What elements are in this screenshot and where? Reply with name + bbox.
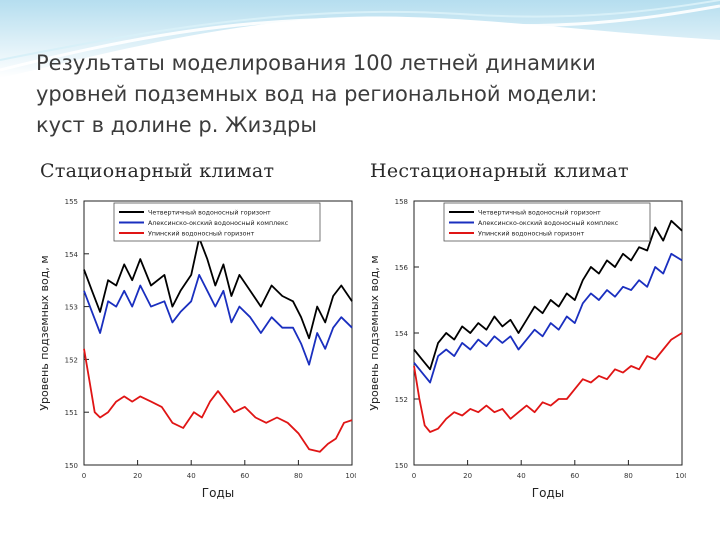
series-line — [413, 219, 683, 371]
x-axis-label: Годы — [202, 486, 234, 500]
x-tick-label: 100 — [345, 472, 356, 480]
x-tick-label: 0 — [82, 472, 86, 480]
legend-entry: Упинский водоносный горизонт — [148, 230, 255, 238]
series-line — [83, 237, 353, 340]
series-line — [83, 274, 353, 366]
x-tick-label: 0 — [412, 472, 416, 480]
subtitle-nonstationary-climate: Нестационарный климат — [370, 160, 629, 182]
x-tick-label: 40 — [187, 472, 196, 480]
legend-box — [113, 202, 321, 242]
x-axis-label: Годы — [532, 486, 564, 500]
wave-line — [0, 4, 720, 72]
slide-title: Результаты моделирования 100 летней дина… — [36, 48, 696, 141]
series-line — [413, 252, 683, 384]
chart-panel-stationary: 0 20 40 60 80 100 150 151 152 153 154 155 Годы Уровен… — [36, 195, 356, 500]
wave-line — [0, 0, 720, 61]
x-tick-label: 100 — [675, 472, 686, 480]
y-tick-label: 155 — [65, 198, 78, 206]
y-tick-label: 158 — [395, 198, 408, 206]
y-tick-label: 152 — [65, 356, 78, 364]
subtitle-stationary-climate: Стационарный климат — [40, 160, 275, 182]
x-tick-label: 80 — [294, 472, 303, 480]
legend-entry: Четвертичный водоносный горизонт — [478, 209, 601, 217]
x-tick-label: 60 — [240, 472, 249, 480]
y-axis-label: Уровень подземных вод, м — [368, 255, 381, 410]
x-tick-label: 60 — [570, 472, 579, 480]
y-tick-label: 156 — [395, 264, 409, 272]
title-line: уровней подземных вод на региональной мо… — [36, 82, 598, 106]
legend-entry: Алексинско-окский водоносный комплекс — [148, 219, 289, 227]
y-tick-label: 154 — [395, 330, 409, 338]
chart-panel-nonstationary: 0 20 40 60 80 100 150 152 154 156 158 Годы Уровень п… — [366, 195, 686, 500]
y-tick-label: 150 — [395, 462, 408, 470]
y-tick-label: 153 — [65, 304, 78, 312]
y-tick-label: 151 — [65, 409, 78, 417]
chart-nonstationary: 0 20 40 60 80 100 150 152 154 156 158 Годы Уровень п… — [368, 198, 686, 500]
legend-box — [443, 202, 651, 242]
x-tick-label: 20 — [463, 472, 472, 480]
y-axis-label: Уровень подземных вод, м — [38, 255, 51, 410]
y-tick-label: 152 — [395, 396, 408, 404]
series-line — [83, 348, 353, 453]
x-tick-label: 20 — [133, 472, 142, 480]
wave-band — [0, 0, 720, 78]
series-line — [413, 332, 683, 433]
chart-stationary: 0 20 40 60 80 100 150 151 152 153 154 155 Годы Уровен… — [38, 198, 356, 500]
title-line: куст в долине р. Жиздры — [36, 113, 317, 137]
y-tick-label: 154 — [65, 251, 79, 259]
title-line: Результаты моделирования 100 летней дина… — [36, 51, 596, 75]
legend-entry: Алексинско-окский водоносный комплекс — [478, 219, 619, 227]
x-tick-label: 80 — [624, 472, 633, 480]
x-tick-label: 40 — [517, 472, 526, 480]
y-tick-label: 150 — [65, 462, 78, 470]
legend-entry: Упинский водоносный горизонт — [478, 230, 585, 238]
legend-entry: Четвертичный водоносный горизонт — [148, 209, 271, 217]
